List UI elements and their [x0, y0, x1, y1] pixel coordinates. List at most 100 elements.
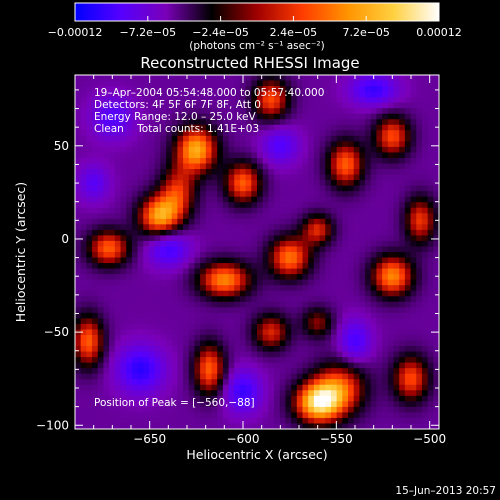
heatmap-cell [404, 152, 411, 159]
heatmap-cell [387, 390, 394, 397]
heatmap-cell [205, 329, 212, 336]
heatmap-cell [319, 86, 326, 92]
heatmap-cell [404, 108, 411, 115]
heatmap-cell [234, 285, 241, 292]
heatmap-cell [370, 401, 377, 408]
heatmap-cell [120, 268, 127, 275]
heatmap-cell [171, 346, 178, 352]
heatmap-cell [330, 146, 338, 153]
heatmap-cell [399, 174, 406, 181]
heatmap-cell [433, 301, 440, 308]
heatmap-cell [92, 196, 99, 203]
heatmap-cell [217, 307, 224, 314]
heatmap-cell [143, 390, 150, 397]
heatmap-cell [421, 174, 429, 181]
heatmap-cell [97, 80, 104, 87]
heatmap-cell [399, 401, 406, 408]
heatmap-cell [251, 379, 258, 386]
heatmap-cell [296, 108, 303, 115]
heatmap-cell [200, 91, 207, 98]
heatmap-cell [325, 224, 332, 231]
heatmap-cell [154, 119, 161, 126]
heatmap-cell [336, 384, 343, 391]
heatmap-cell [109, 351, 116, 358]
heatmap-cell [160, 368, 167, 375]
heatmap-cell [365, 185, 372, 192]
heatmap-cell [325, 417, 332, 424]
heatmap-cell [183, 406, 190, 413]
heatmap-cell [296, 180, 303, 187]
heatmap-cell [313, 417, 320, 424]
heatmap-cell [126, 401, 133, 408]
heatmap-cell [257, 91, 264, 98]
heatmap-cell [348, 340, 355, 347]
heatmap-cell [126, 91, 133, 98]
heatmap-cell [279, 108, 286, 115]
heatmap-cell [86, 395, 93, 402]
heatmap-cell [268, 362, 275, 369]
heatmap-cell [325, 163, 332, 170]
heatmap-cell [404, 113, 411, 120]
heatmap-cell [205, 141, 212, 148]
heatmap-cell [308, 318, 315, 325]
heatmap-cell [365, 191, 372, 198]
heatmap-cell [348, 318, 355, 325]
heatmap-cell [302, 246, 309, 253]
heatmap-cell [92, 357, 99, 364]
heatmap-cell [348, 423, 355, 430]
heatmap-cell [245, 346, 252, 352]
heatmap-cell [302, 108, 309, 115]
heatmap-cell [97, 202, 104, 209]
heatmap-cell [234, 412, 241, 419]
heatmap-cell [279, 135, 286, 142]
heatmap-cell [177, 86, 184, 92]
heatmap-cell [376, 252, 383, 258]
heatmap-cell [291, 323, 298, 330]
heatmap-cell [86, 412, 93, 419]
heatmap-cell [75, 169, 82, 175]
heatmap-cell [92, 279, 99, 286]
heatmap-cell [183, 191, 190, 198]
heatmap-cell [319, 202, 326, 209]
heatmap-cell [336, 213, 343, 220]
heatmap-cell [257, 124, 264, 131]
heatmap-cell [285, 417, 292, 424]
heatmap-cell [302, 202, 309, 209]
heatmap-cell [103, 135, 110, 142]
heatmap-cell [183, 423, 190, 430]
heatmap-cell [188, 423, 195, 430]
heatmap-cell [137, 141, 144, 148]
heatmap-cell [251, 185, 258, 192]
heatmap-cell [80, 130, 87, 137]
heatmap-cell [387, 163, 394, 170]
heatmap-cell [228, 368, 235, 375]
heatmap-cell [148, 235, 156, 242]
heatmap-cell [296, 268, 303, 275]
heatmap-cell [313, 213, 320, 220]
heatmap-cell [399, 290, 406, 297]
heatmap-cell [171, 406, 178, 413]
heatmap-cell [251, 218, 258, 225]
heatmap-cell [251, 163, 258, 170]
heatmap-cell [131, 196, 138, 203]
heatmap-cell [228, 384, 235, 391]
heatmap-cell [188, 296, 195, 303]
heatmap-cell [382, 113, 389, 120]
heatmap-cell [427, 102, 434, 109]
heatmap-cell [404, 351, 411, 358]
heatmap-cell [103, 274, 110, 281]
heatmap-cell [421, 224, 429, 231]
heatmap-cell [183, 169, 190, 175]
heatmap-cell [154, 252, 161, 258]
heatmap-cell [376, 423, 383, 430]
heatmap-cell [393, 379, 400, 386]
heatmap-cell [131, 80, 138, 87]
heatmap-cell [103, 246, 110, 253]
heatmap-cell [194, 174, 201, 181]
heatmap-cell [359, 240, 366, 247]
heatmap-cell [433, 152, 440, 159]
heatmap-cell [376, 196, 383, 203]
heatmap-cell [427, 130, 434, 137]
heatmap-cell [433, 362, 440, 369]
x-tick-label: −650 [133, 432, 166, 446]
